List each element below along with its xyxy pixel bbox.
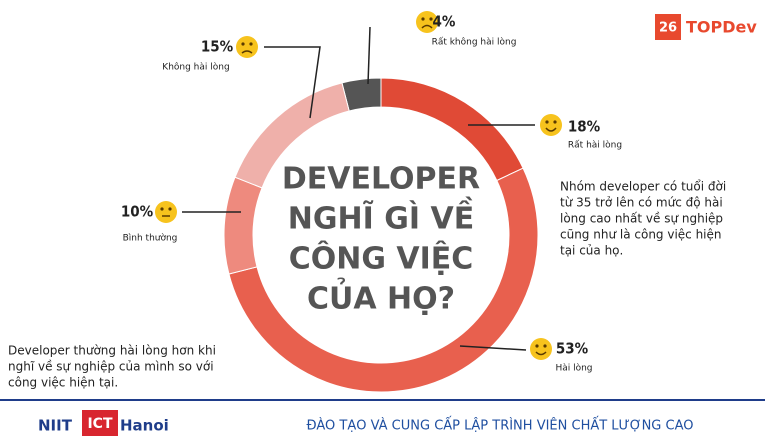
emoji-eye bbox=[535, 344, 539, 348]
footer-tagline: ĐÀO TẠO VÀ CUNG CẤP LẬP TRÌNH VIÊN CHẤT … bbox=[307, 417, 694, 434]
emoji-eye bbox=[421, 17, 425, 21]
emoji bbox=[236, 36, 258, 58]
footer-logo-a: NIIT bbox=[38, 417, 73, 435]
value-label: 15% bbox=[201, 38, 234, 56]
leader-line bbox=[459, 345, 527, 351]
chart-title: DEVELOPER bbox=[282, 162, 480, 197]
annotation: cũng như là công việc hiện bbox=[560, 228, 722, 242]
value-label: 18% bbox=[568, 118, 601, 136]
emoji-eye bbox=[429, 17, 433, 21]
annotation: lòng cao nhất về sự nghiệp bbox=[560, 212, 723, 226]
emoji bbox=[530, 338, 552, 360]
emoji-eye bbox=[553, 120, 557, 124]
emoji bbox=[155, 201, 177, 223]
leader-line bbox=[367, 26, 371, 85]
emoji-eye bbox=[241, 42, 245, 46]
value-label: 53% bbox=[556, 340, 589, 358]
brand-number: 26 bbox=[659, 21, 677, 36]
emoji-eye bbox=[545, 120, 549, 124]
annotation: tại của họ. bbox=[560, 244, 623, 258]
annotation: từ 35 trở lên có mức độ hài bbox=[560, 196, 723, 210]
leader-line bbox=[264, 46, 321, 119]
donut-slice bbox=[234, 82, 350, 189]
brand-badge bbox=[655, 14, 681, 40]
emoji-mouth bbox=[241, 50, 253, 54]
donut-slice bbox=[228, 167, 539, 393]
emoji bbox=[540, 114, 562, 136]
emoji-eye bbox=[543, 344, 547, 348]
category-label: Không hài lòng bbox=[162, 62, 229, 73]
donut-slice bbox=[223, 176, 263, 275]
emoji-eye bbox=[249, 42, 253, 46]
annotation: Nhóm developer có tuổi đời bbox=[560, 180, 726, 194]
emoji-eye bbox=[160, 207, 164, 211]
annotation: nghĩ về sự nghiệp của mình so với bbox=[8, 360, 214, 374]
chart-title: CỦA HỌ? bbox=[307, 277, 455, 317]
footer-logo-c: Hanoi bbox=[120, 417, 169, 435]
chart-title: CÔNG VIỆC bbox=[289, 240, 474, 277]
brand-name: TOPDev bbox=[686, 18, 757, 37]
footer-logo-b: ICT bbox=[87, 416, 112, 432]
category-label: Rất không hài lòng bbox=[432, 37, 517, 48]
emoji-mouth bbox=[545, 127, 557, 132]
chart-title: NGHĨ GÌ VỀ bbox=[288, 197, 474, 237]
category-label: Bình thường bbox=[123, 233, 178, 244]
emoji-mouth bbox=[535, 351, 547, 356]
emoji-eye bbox=[168, 207, 172, 211]
value-label: 10% bbox=[121, 203, 154, 221]
category-label: Rất hài lòng bbox=[568, 140, 622, 151]
emoji-mouth bbox=[421, 24, 433, 29]
category-label: Hài lòng bbox=[555, 363, 592, 374]
footer-logo-box bbox=[82, 410, 118, 436]
annotation: công việc hiện tại. bbox=[8, 376, 118, 390]
annotation: Developer thường hài lòng hơn khi bbox=[8, 344, 216, 358]
value-label: 4% bbox=[433, 13, 456, 31]
